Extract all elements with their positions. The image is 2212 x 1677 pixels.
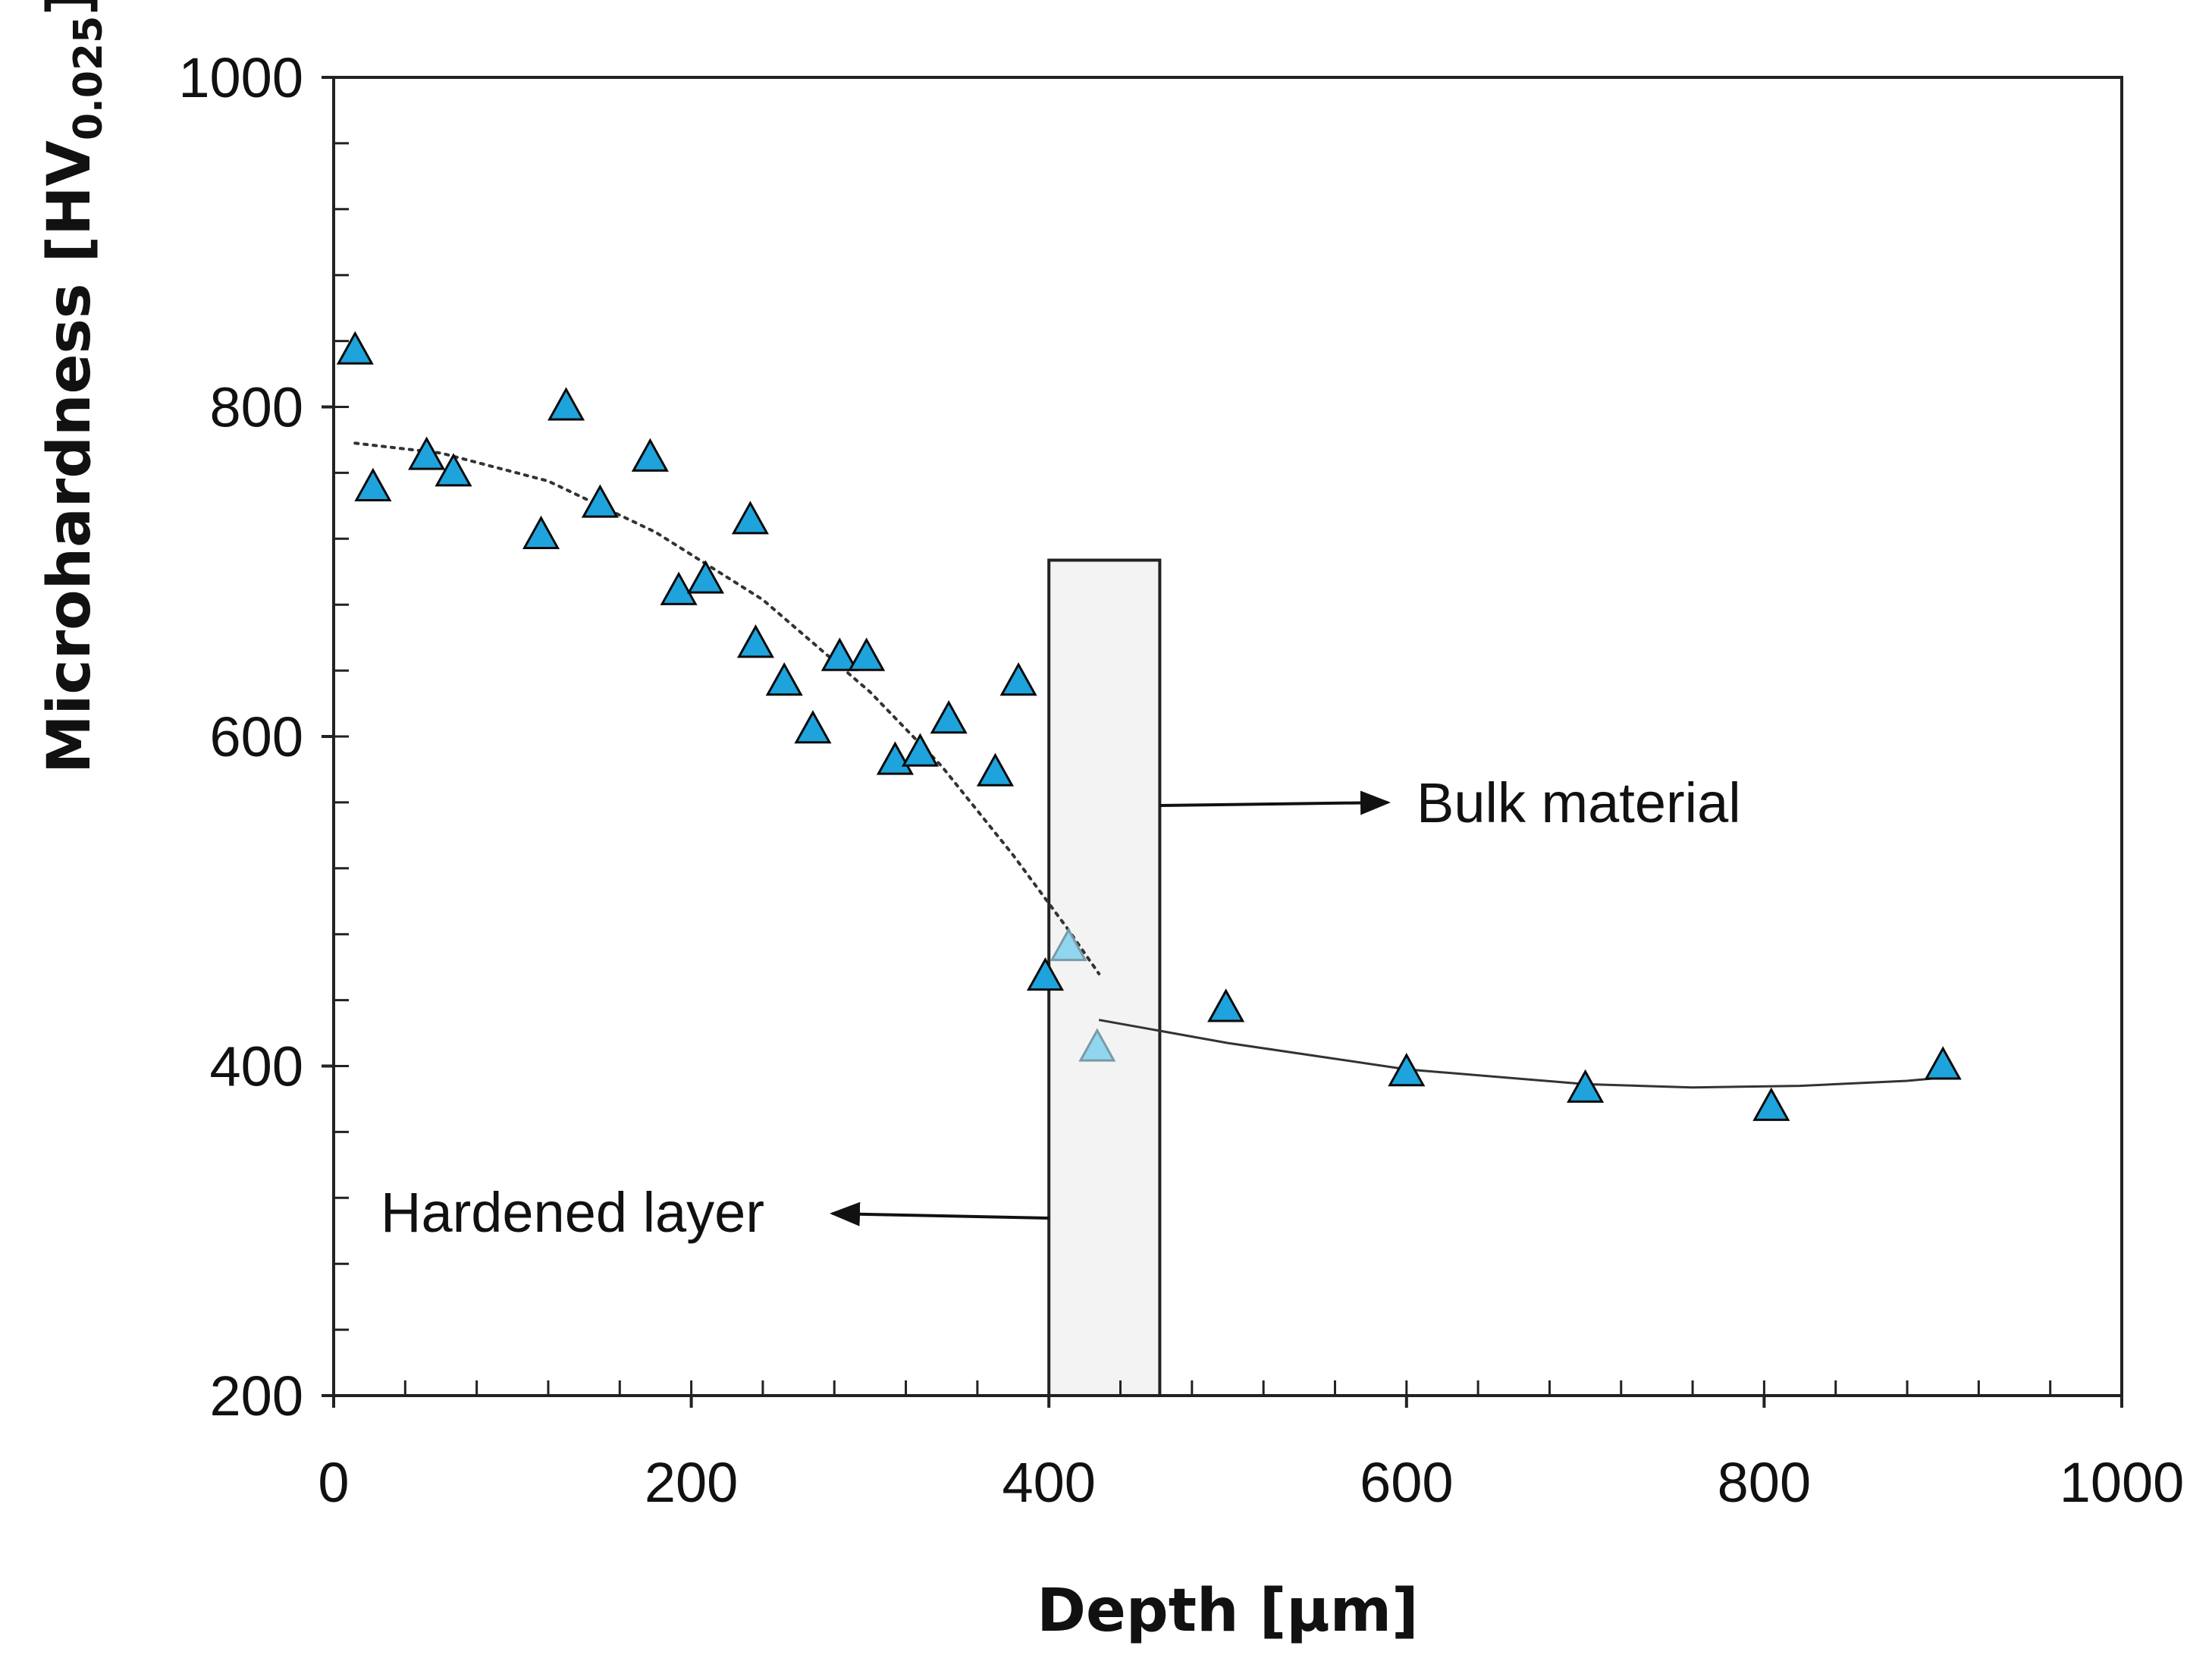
y-axis-title-end: ]	[36, 0, 104, 16]
data-point-triangle	[408, 436, 446, 470]
x-tick-label: 1000	[2060, 1451, 2185, 1514]
x-tick-label: 0	[318, 1451, 349, 1514]
y-axis-title: Microhardness [HV0.025]	[36, 0, 111, 774]
data-point-triangle	[1078, 1028, 1116, 1062]
x-tick-label: 400	[1002, 1451, 1095, 1514]
y-tick-label: 800	[210, 376, 303, 439]
y-axis-title-main: Microhardness [HV	[36, 140, 104, 774]
data-point-triangle	[686, 560, 725, 594]
bulk-material-arrow	[1159, 790, 1391, 815]
data-point-triangle	[848, 637, 886, 671]
data-point-triangle	[581, 484, 619, 518]
data-point-triangle	[731, 501, 769, 535]
data-point-triangle	[631, 438, 669, 472]
data-point-triangle	[435, 453, 472, 487]
data-point-triangle	[820, 637, 858, 671]
data-point-triangle	[765, 662, 803, 696]
data-point-triangle	[336, 331, 374, 365]
transition-zone-box	[1047, 558, 1162, 1397]
data-point-triangle	[930, 700, 968, 734]
y-tick-label: 600	[210, 705, 303, 768]
hardened-layer-trend	[353, 441, 1101, 975]
data-point-triangle	[999, 662, 1037, 696]
bulk-material-label: Bulk material	[1417, 771, 1741, 834]
data-point-triangle	[1050, 927, 1087, 962]
bulk-material-trend	[1098, 1019, 1944, 1089]
y-axis-title-subscript: 0.025	[66, 16, 111, 140]
y-tick-label: 200	[210, 1365, 303, 1427]
data-point-triangle	[976, 752, 1015, 787]
x-tick-label: 600	[1360, 1451, 1453, 1514]
data-point-triangle	[1026, 956, 1065, 991]
hardened-layer-label: Hardened layer	[381, 1181, 764, 1244]
data-point-triangle	[901, 733, 939, 767]
data-point-triangle	[522, 515, 560, 549]
data-point-triangle	[547, 387, 585, 421]
data-point-triangle	[1388, 1053, 1426, 1087]
data-point-triangle	[1207, 988, 1245, 1022]
data-point-triangle	[794, 710, 832, 744]
x-tick-label: 800	[1718, 1451, 1811, 1514]
data-point-triangle	[736, 624, 775, 658]
x-tick-label: 200	[645, 1451, 738, 1514]
data-point-triangle	[354, 467, 392, 501]
hardened-layer-arrow	[830, 1201, 1050, 1226]
data-point-triangle	[660, 571, 698, 605]
x-axis-title: Depth [μm]	[1037, 1577, 1418, 1645]
data-point-triangle	[1567, 1069, 1605, 1103]
data-point-triangle	[1924, 1046, 1962, 1080]
data-point-triangle	[1752, 1087, 1790, 1121]
y-tick-label: 1000	[178, 46, 303, 109]
y-tick-label: 400	[210, 1035, 303, 1098]
